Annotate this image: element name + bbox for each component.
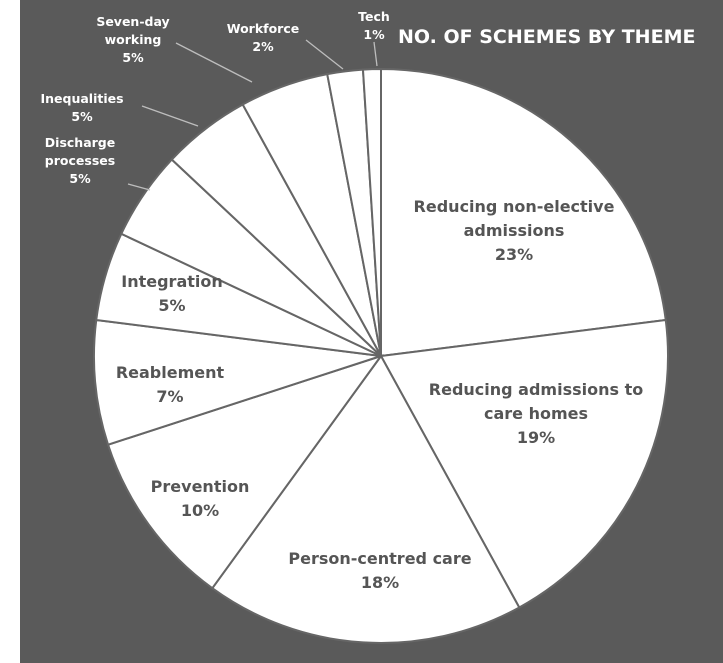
pie-slices [93,67,669,644]
leader-line [175,42,253,83]
slice-label: Reducing non-elective admissions 23% [414,197,615,264]
pie-slice [210,354,521,644]
slice-labels: Reducing non-elective admissions 23% Reduci… [40,9,643,592]
pie-slice [380,67,667,358]
slice-label: Person-centred care 18% [288,549,471,592]
leader-line [127,183,151,191]
slice-label: Tech 1% [358,9,390,42]
slice-label: Integration 5% [121,272,223,315]
slice-label: Inequalities 5% [40,91,123,124]
slice-label: Seven-day working 5% [96,14,169,65]
chart-title: NO. OF SCHEMES BY THEME [398,26,695,48]
slice-label: Workforce 2% [227,21,300,54]
pie-slice [106,354,384,590]
slice-label: Reducing admissions to care homes 19% [429,380,643,447]
pie-slice [93,318,382,446]
leader-line [141,105,199,127]
slice-label: Discharge processes 5% [45,135,115,186]
slice-label: Prevention 10% [151,477,250,520]
leader-lines [127,39,378,191]
slice-label: Reablement 7% [116,363,225,406]
leader-line [373,41,378,67]
pie-slice [379,318,669,609]
pie-slice [361,67,382,357]
leader-line [305,39,344,70]
